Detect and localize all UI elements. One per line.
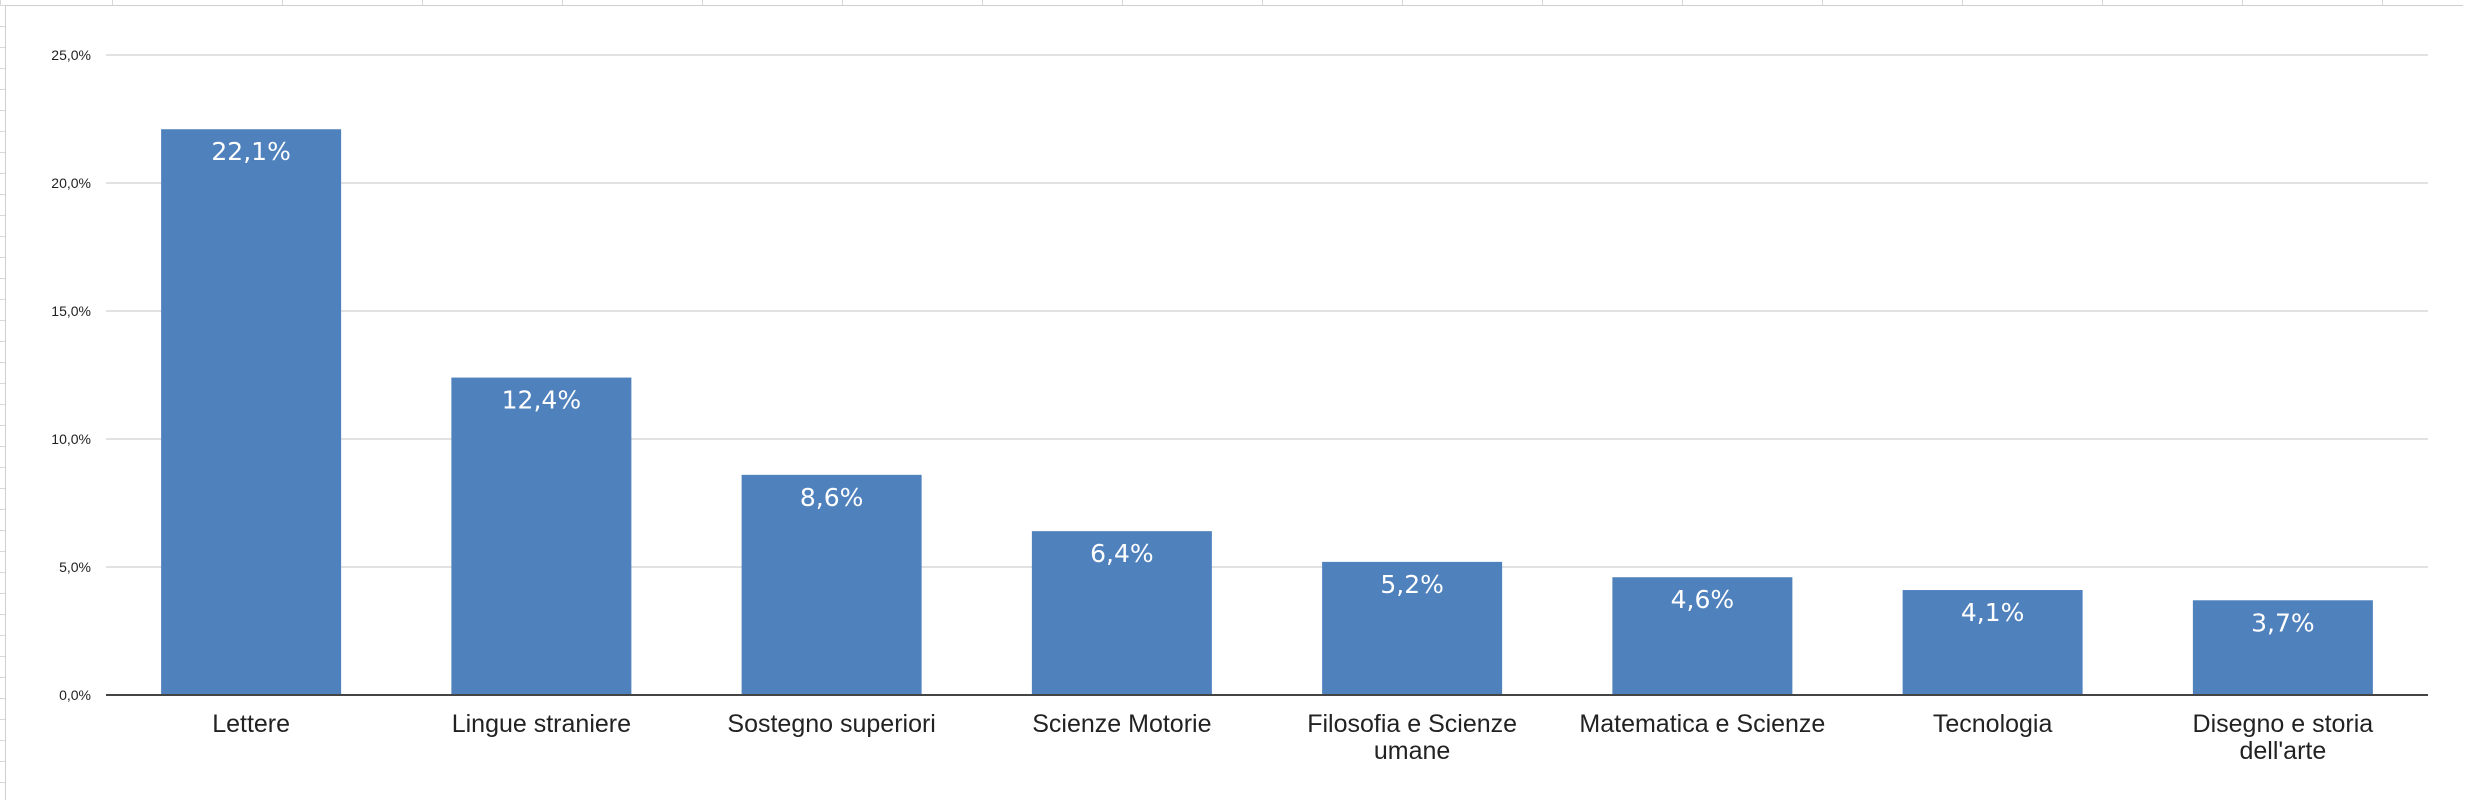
data-label: 3,7% — [2251, 608, 2315, 637]
data-label: 8,6% — [800, 483, 864, 512]
y-tick-label: 5,0% — [59, 559, 91, 575]
x-tick-label: Matematica e Scienze — [1579, 710, 1825, 738]
x-tick-label: Tecnologia — [1933, 710, 2053, 738]
y-tick-label: 20,0% — [51, 175, 91, 191]
x-tick-label: Lettere — [212, 710, 290, 738]
y-tick-label: 15,0% — [51, 303, 91, 319]
x-tick-label: Disegno e storia dell'arte — [2193, 710, 2374, 765]
data-label: 5,2% — [1380, 570, 1444, 599]
bar — [1322, 561, 1503, 695]
chart-container[interactable]: 0,0% 5,0% 10,0% 15,0% 20,0% 25,0% 22,1% 12,4% 8… — [5, 5, 2463, 800]
data-labels: 22,1% 12,4% 8,6% 6,4% 5,2% 4,6% 4,1% 3,7% — [211, 137, 2314, 637]
data-label: 12,4% — [502, 386, 581, 415]
x-axis-tick-labels: Lettere Lingue straniere Sostegno superior… — [212, 710, 2373, 765]
bar-chart: 0,0% 5,0% 10,0% 15,0% 20,0% 25,0% 22,1% 12,4% 8… — [51, 47, 2428, 765]
bar — [1612, 577, 1793, 695]
y-axis-tick-labels: 0,0% 5,0% 10,0% 15,0% 20,0% 25,0% — [51, 47, 91, 703]
data-label: 4,6% — [1671, 585, 1735, 614]
bar — [741, 474, 922, 695]
bars — [161, 129, 2373, 695]
bar — [2192, 600, 2373, 695]
bar — [451, 377, 632, 695]
y-tick-label: 0,0% — [59, 687, 91, 703]
y-tick-label: 10,0% — [51, 431, 91, 447]
data-label: 22,1% — [211, 137, 290, 166]
bar — [1902, 590, 2083, 695]
x-tick-label: Sostegno superiori — [727, 710, 935, 738]
bar — [161, 129, 342, 695]
data-label: 6,4% — [1090, 539, 1154, 568]
data-label: 4,1% — [1961, 598, 2025, 627]
bar — [1031, 531, 1212, 695]
x-tick-label: Scienze Motorie — [1032, 710, 1211, 738]
y-tick-label: 25,0% — [51, 47, 91, 63]
x-tick-label: Lingue straniere — [452, 710, 631, 738]
x-tick-label: Filosofia e Scienze umane — [1307, 710, 1517, 765]
